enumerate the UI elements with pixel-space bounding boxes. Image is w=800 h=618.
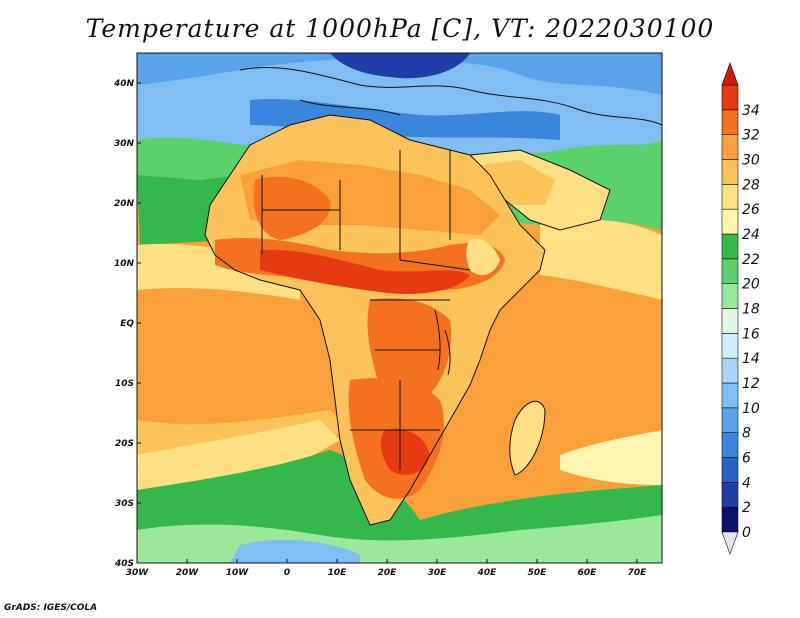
colorbar-level-label: 24 <box>742 227 760 243</box>
colorbar-level-label: 8 <box>742 426 751 442</box>
coastlines <box>204 67 662 526</box>
europe-cold <box>137 53 662 95</box>
colorbar-segment <box>721 208 739 235</box>
colorbar-segment <box>721 506 739 533</box>
x-tick-label: 20W <box>176 568 200 578</box>
x-tick-label: 50E <box>528 568 548 578</box>
x-tick-label: 0 <box>284 568 290 578</box>
colorbar-segment <box>721 258 739 284</box>
colorbar-under-triangle <box>721 531 739 555</box>
ethiopian-highlands <box>466 238 500 276</box>
colorbar-segment <box>721 482 739 508</box>
colorbar-level-label: 4 <box>742 475 751 491</box>
kalahari-hottest <box>380 428 430 475</box>
colorbar-level-label: 6 <box>742 451 751 467</box>
colorbar-level-label: 34 <box>742 103 760 119</box>
colorbar-segment <box>721 109 739 135</box>
map-title: Temperature at 1000hPa [C], VT: 20220301… <box>85 14 715 43</box>
colorbar-level-label: 32 <box>742 128 760 144</box>
x-tick-label: 10W <box>226 568 250 578</box>
y-tick-label: 20S <box>115 439 134 449</box>
congo-hot <box>367 298 452 404</box>
colorbar-level-label: 30 <box>742 153 760 169</box>
colorbar-segment <box>721 457 739 483</box>
colorbar-segment <box>721 432 739 458</box>
colorbar-level-label: 14 <box>742 351 760 367</box>
sahel-hottest <box>260 249 470 295</box>
colorbar-segment <box>721 283 739 309</box>
colorbar-level-label: 22 <box>742 252 760 268</box>
colorbar-segment <box>721 84 739 111</box>
colorbar-segment <box>721 407 739 433</box>
colorbar-over-triangle <box>721 62 739 86</box>
y-tick-label: 10N <box>114 259 135 269</box>
colorbar-segment <box>721 333 739 359</box>
y-tick-label: 20N <box>114 199 135 209</box>
colorbar-level-label: 16 <box>742 326 760 342</box>
x-tick-label: 40E <box>477 568 498 578</box>
y-tick-label: EQ <box>120 319 134 329</box>
x-tick-label: 20E <box>378 568 398 578</box>
y-tick-label: 30N <box>114 139 135 149</box>
west-sahel-hot <box>253 176 331 240</box>
colorbar-level-label: 0 <box>742 525 751 541</box>
colorbar-segment <box>721 308 739 334</box>
madagascar <box>509 401 545 475</box>
x-tick-label: 30W <box>126 568 150 578</box>
y-tick-label: 10S <box>115 379 134 389</box>
colorbar-segment <box>721 134 739 160</box>
colorbar-segment <box>721 382 739 409</box>
colorbar-level-label: 18 <box>742 302 760 318</box>
southern-cool-patch <box>230 539 360 563</box>
x-tick-label: 10E <box>328 568 348 578</box>
arabian-sea-band <box>540 219 662 300</box>
colorbar-level-label: 2 <box>742 500 751 516</box>
y-tick-label: 30S <box>115 499 134 509</box>
y-tick-label: 40N <box>113 79 135 89</box>
latitude-axis: 40N 30N 20N 10N EQ 10S 20S 30S 40S <box>113 79 141 569</box>
colorbar-level-label: 28 <box>742 177 760 193</box>
colorbar-segment <box>721 159 739 185</box>
colorbar-level-label: 20 <box>742 277 760 293</box>
temperature-field <box>137 53 662 563</box>
colorbar-segment <box>721 233 739 260</box>
colorbar-level-label: 12 <box>742 376 760 392</box>
y-tick-label: 40S <box>114 559 134 569</box>
x-tick-label: 30E <box>428 568 448 578</box>
colorbar-level-label: 10 <box>742 401 760 417</box>
credit-text: GrADS: IGES/COLA <box>4 603 98 613</box>
colorbar-segment <box>721 184 739 210</box>
map-frame <box>136 52 663 564</box>
x-tick-label: 60E <box>578 568 598 578</box>
x-tick-label: 70E <box>628 568 648 578</box>
colorbar-segment <box>721 357 739 384</box>
arabia-warm <box>480 160 555 205</box>
longitude-axis: 30W 20W 10W 0 10E 20E 30E 40E 50E 60E 70E <box>126 559 647 578</box>
south-indian-yellow <box>560 430 662 485</box>
colorbar-level-label: 26 <box>742 202 760 218</box>
balkan-cold <box>330 53 470 79</box>
